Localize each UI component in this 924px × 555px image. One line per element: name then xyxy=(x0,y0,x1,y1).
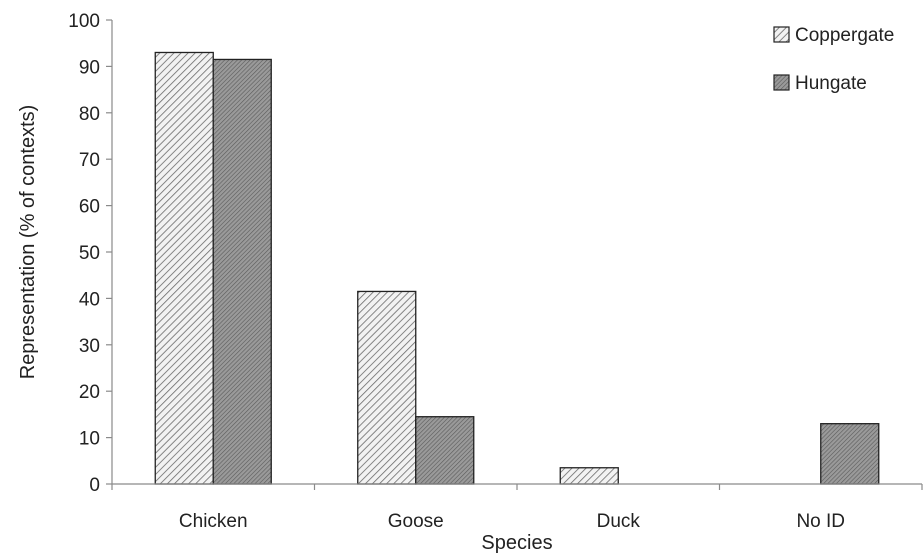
axes: 0 10 20 30 40 50 60 70 80 90 100 Chicken Goose Duck No… xyxy=(68,11,923,532)
x-tick-label: Duck xyxy=(597,511,641,532)
legend-label-hungate: Hungate xyxy=(795,73,867,94)
x-tick-label: No ID xyxy=(796,511,845,532)
bar-coppergate-goose xyxy=(357,290,417,485)
y-tick-label: 50 xyxy=(79,243,100,264)
y-tick-label: 30 xyxy=(79,336,100,357)
bar-hungate-goose xyxy=(415,416,475,485)
legend-label-coppergate: Coppergate xyxy=(795,25,894,46)
bars xyxy=(154,51,880,485)
legend: Coppergate Hungate xyxy=(773,25,894,94)
bar-hungate-chicken xyxy=(212,58,272,485)
bar-coppergate-chicken xyxy=(154,51,214,485)
bar-coppergate-duck xyxy=(559,467,619,485)
y-tick-label: 100 xyxy=(68,11,100,32)
legend-swatch-coppergate xyxy=(773,26,790,43)
x-tick-label: Chicken xyxy=(179,511,248,532)
bar-hungate-no-id xyxy=(820,423,880,485)
y-axis-title: Representation (% of contexts) xyxy=(17,105,39,380)
y-tick-label: 90 xyxy=(79,57,100,78)
y-tick-label: 40 xyxy=(79,289,100,310)
legend-swatch-hungate xyxy=(773,74,790,91)
y-tick-label: 80 xyxy=(79,104,100,125)
y-tick-label: 0 xyxy=(89,475,100,496)
y-tick-label: 10 xyxy=(79,429,100,450)
y-tick-label: 20 xyxy=(79,382,100,403)
x-tick-label: Goose xyxy=(388,511,444,532)
y-tick-label: 60 xyxy=(79,197,100,218)
y-tick-label: 70 xyxy=(79,150,100,171)
x-axis-title: Species xyxy=(481,532,552,554)
